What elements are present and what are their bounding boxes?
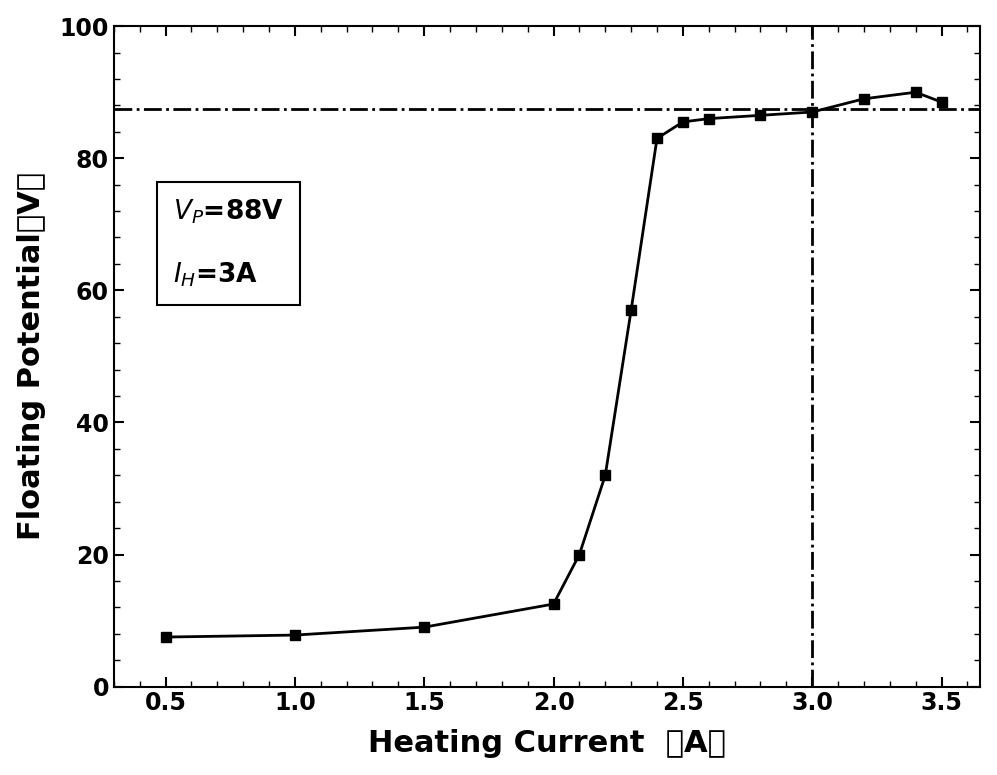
Y-axis label: Floating Potential（V）: Floating Potential（V） bbox=[17, 172, 46, 540]
Text: $V_P$=88V

$I_H$=3A: $V_P$=88V $I_H$=3A bbox=[173, 198, 284, 289]
X-axis label: Heating Current  （A）: Heating Current （A） bbox=[368, 729, 726, 758]
